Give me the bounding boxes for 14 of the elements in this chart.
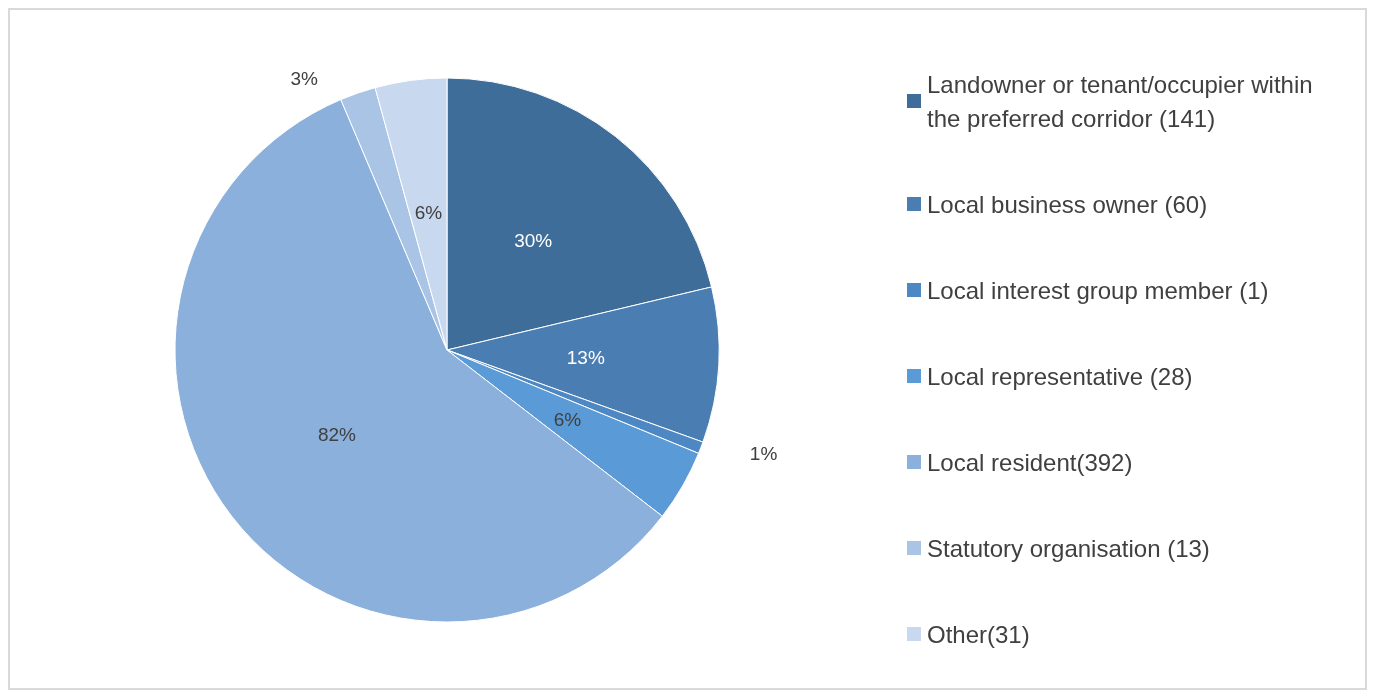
data-label: 3%: [290, 68, 318, 90]
legend-label: Statutory organisation (13): [927, 534, 1210, 562]
data-label: 13%: [566, 347, 605, 369]
legend-label: Local resident(392): [927, 448, 1133, 476]
data-label: 6%: [414, 201, 443, 223]
legend-label: Other(31): [927, 620, 1030, 648]
data-label: 30%: [514, 230, 553, 252]
data-label: 6%: [553, 409, 582, 430]
data-label: 1%: [749, 442, 778, 464]
data-label: 82%: [317, 424, 357, 446]
legend-label: Local business owner (60): [927, 190, 1208, 218]
legend-label: Local representative (28): [927, 362, 1193, 390]
legend-label: Landowner or tenant/occupier within the preferred corridor (141): [927, 70, 1320, 132]
legend-label: Local interest group member (1): [927, 276, 1269, 304]
